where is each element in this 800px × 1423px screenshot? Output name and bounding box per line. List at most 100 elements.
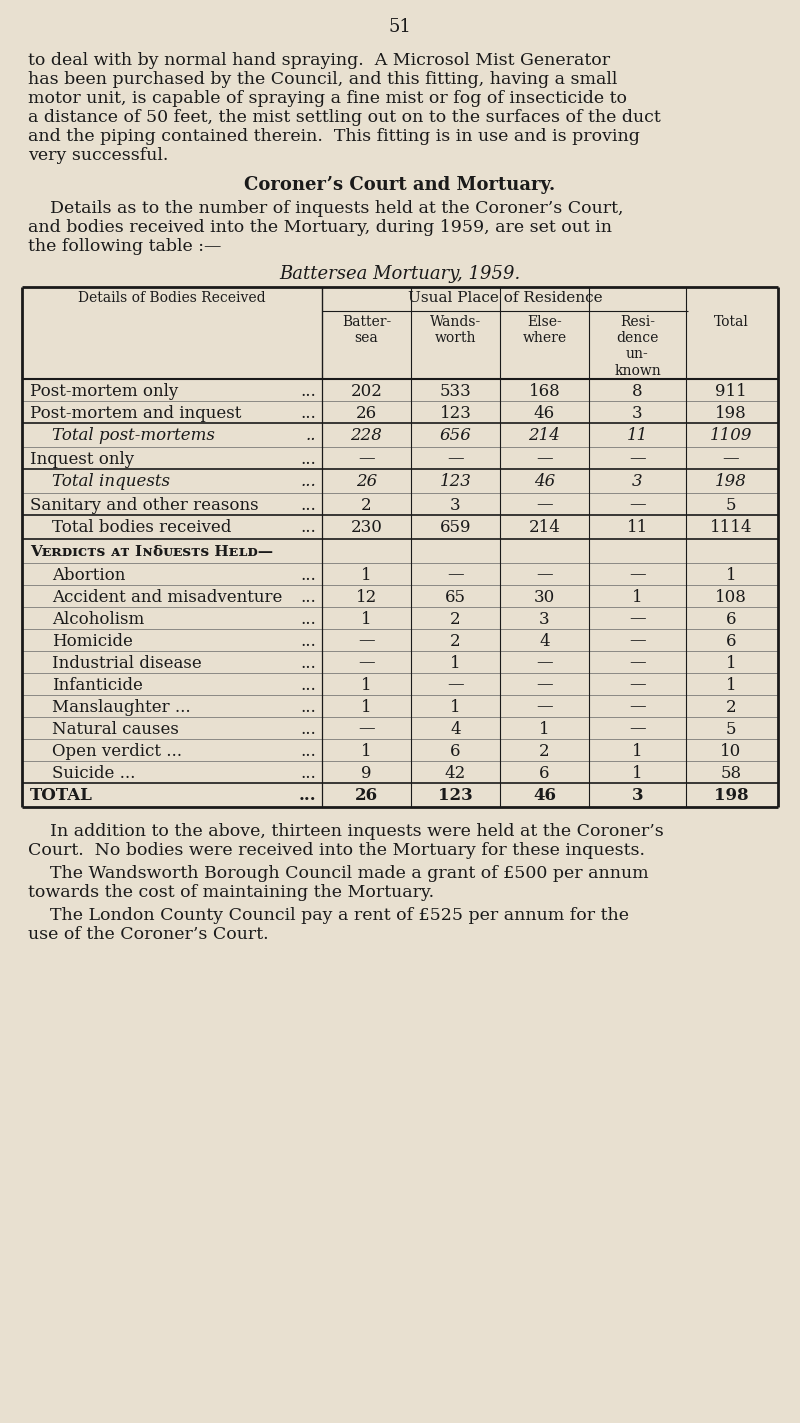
Text: The Wandsworth Borough Council made a grant of £500 per annum: The Wandsworth Borough Council made a gr… xyxy=(28,865,649,882)
Text: —: — xyxy=(629,676,646,693)
Text: motor unit, is capable of spraying a fine mist or fog of insecticide to: motor unit, is capable of spraying a fin… xyxy=(28,90,627,107)
Text: to deal with by normal hand spraying.  A Microsol Mist Generator: to deal with by normal hand spraying. A … xyxy=(28,53,610,68)
Text: 1: 1 xyxy=(450,699,461,716)
Text: 51: 51 xyxy=(389,18,411,36)
Text: —: — xyxy=(629,566,646,583)
Text: a distance of 50 feet, the mist settling out on to the surfaces of the duct: a distance of 50 feet, the mist settling… xyxy=(28,110,661,127)
Text: —: — xyxy=(358,655,375,672)
Text: ...: ... xyxy=(300,589,316,606)
Text: 1109: 1109 xyxy=(710,427,752,444)
Text: 2: 2 xyxy=(539,743,550,760)
Text: 5: 5 xyxy=(726,720,736,737)
Text: 123: 123 xyxy=(439,404,471,421)
Text: 1: 1 xyxy=(361,743,372,760)
Text: —: — xyxy=(358,451,375,468)
Text: 5: 5 xyxy=(726,497,736,514)
Text: —: — xyxy=(536,451,553,468)
Text: —: — xyxy=(629,610,646,628)
Text: Usual Place of Residence: Usual Place of Residence xyxy=(408,290,602,305)
Text: 2: 2 xyxy=(361,497,372,514)
Text: Details of Bodies Received: Details of Bodies Received xyxy=(78,290,266,305)
Text: 46: 46 xyxy=(534,474,555,491)
Text: Industrial disease: Industrial disease xyxy=(52,655,202,672)
Text: Details as to the number of inquests held at the Coroner’s Court,: Details as to the number of inquests hel… xyxy=(28,201,623,216)
Text: 65: 65 xyxy=(445,589,466,606)
Text: ..: .. xyxy=(306,427,316,444)
Text: 12: 12 xyxy=(356,589,377,606)
Text: Abortion: Abortion xyxy=(52,566,126,583)
Text: 10: 10 xyxy=(720,743,742,760)
Text: use of the Coroner’s Court.: use of the Coroner’s Court. xyxy=(28,926,269,943)
Text: towards the cost of maintaining the Mortuary.: towards the cost of maintaining the Mort… xyxy=(28,884,434,901)
Text: Sanitary and other reasons: Sanitary and other reasons xyxy=(30,497,258,514)
Text: Post-mortem and inquest: Post-mortem and inquest xyxy=(30,404,242,421)
Text: 26: 26 xyxy=(356,474,377,491)
Text: 123: 123 xyxy=(438,787,473,804)
Text: and bodies received into the Mortuary, during 1959, are set out in: and bodies received into the Mortuary, d… xyxy=(28,219,612,236)
Text: 26: 26 xyxy=(355,787,378,804)
Text: —: — xyxy=(536,497,553,514)
Text: Post-mortem only: Post-mortem only xyxy=(30,383,178,400)
Text: —: — xyxy=(629,632,646,649)
Text: —: — xyxy=(629,655,646,672)
Text: 46: 46 xyxy=(533,787,556,804)
Text: —: — xyxy=(536,676,553,693)
Text: 2: 2 xyxy=(726,699,736,716)
Text: ...: ... xyxy=(300,566,316,583)
Text: Wands-
worth: Wands- worth xyxy=(430,314,481,346)
Text: Natural causes: Natural causes xyxy=(52,720,179,737)
Text: ...: ... xyxy=(300,519,316,536)
Text: 198: 198 xyxy=(715,404,747,421)
Text: 2: 2 xyxy=(450,632,461,649)
Text: —: — xyxy=(629,699,646,716)
Text: —: — xyxy=(447,676,464,693)
Text: 3: 3 xyxy=(539,610,550,628)
Text: ...: ... xyxy=(300,743,316,760)
Text: —: — xyxy=(358,720,375,737)
Text: 1: 1 xyxy=(726,655,736,672)
Text: ...: ... xyxy=(300,474,316,491)
Text: —: — xyxy=(536,566,553,583)
Text: —: — xyxy=(536,655,553,672)
Text: ...: ... xyxy=(300,610,316,628)
Text: 123: 123 xyxy=(439,474,471,491)
Text: 1: 1 xyxy=(632,743,643,760)
Text: In addition to the above, thirteen inquests were held at the Coroner’s: In addition to the above, thirteen inque… xyxy=(28,822,664,840)
Text: ...: ... xyxy=(300,404,316,421)
Text: Total inquests: Total inquests xyxy=(52,474,170,491)
Text: 1: 1 xyxy=(361,610,372,628)
Text: 11: 11 xyxy=(627,519,648,536)
Text: Homicide: Homicide xyxy=(52,632,133,649)
Text: Else-
where: Else- where xyxy=(522,314,566,346)
Text: 198: 198 xyxy=(714,787,748,804)
Text: Infanticide: Infanticide xyxy=(52,676,143,693)
Text: —: — xyxy=(722,451,739,468)
Text: and the piping contained therein.  This fitting is in use and is proving: and the piping contained therein. This f… xyxy=(28,128,640,145)
Text: 1: 1 xyxy=(726,566,736,583)
Text: 1: 1 xyxy=(361,566,372,583)
Text: 6: 6 xyxy=(726,632,736,649)
Text: Batter-
sea: Batter- sea xyxy=(342,314,391,346)
Text: ...: ... xyxy=(300,383,316,400)
Text: 911: 911 xyxy=(715,383,747,400)
Text: 6: 6 xyxy=(726,610,736,628)
Text: ...: ... xyxy=(300,451,316,468)
Text: 42: 42 xyxy=(445,764,466,781)
Text: 3: 3 xyxy=(632,404,643,421)
Text: —: — xyxy=(629,451,646,468)
Text: 1: 1 xyxy=(361,699,372,716)
Text: —: — xyxy=(447,566,464,583)
Text: 1: 1 xyxy=(632,764,643,781)
Text: 6: 6 xyxy=(539,764,550,781)
Text: ...: ... xyxy=(300,632,316,649)
Text: 1: 1 xyxy=(361,676,372,693)
Text: 1: 1 xyxy=(632,589,643,606)
Text: ...: ... xyxy=(300,720,316,737)
Text: Total bodies received: Total bodies received xyxy=(52,519,231,536)
Text: very successful.: very successful. xyxy=(28,147,168,164)
Text: 58: 58 xyxy=(721,764,742,781)
Text: 656: 656 xyxy=(439,427,471,444)
Text: 6: 6 xyxy=(450,743,461,760)
Text: Open verdict ...: Open verdict ... xyxy=(52,743,182,760)
Text: 168: 168 xyxy=(529,383,560,400)
